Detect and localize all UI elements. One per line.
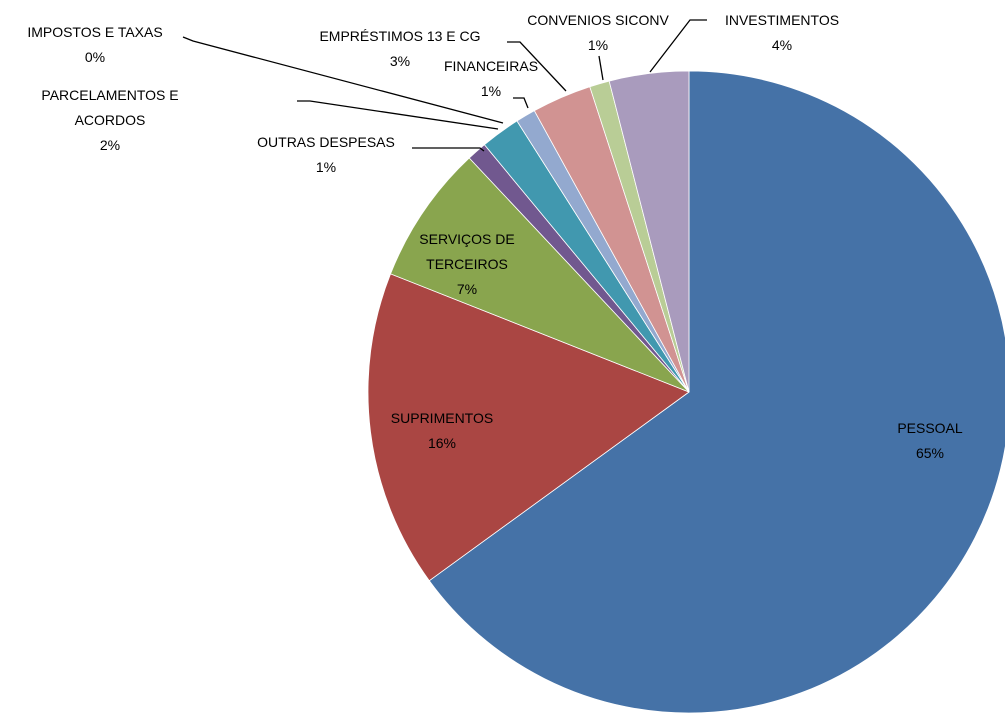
percent-label: 7% bbox=[456, 281, 478, 297]
category-label: PESSOAL bbox=[897, 420, 963, 436]
percent-label: 4% bbox=[771, 37, 793, 53]
data-label: PESSOAL 65% bbox=[850, 416, 1005, 466]
data-label: SUPRIMENTOS 16% bbox=[362, 406, 522, 456]
leader-line bbox=[598, 55, 604, 81]
data-label: PARCELAMENTOS E ACORDOS 2% bbox=[20, 83, 200, 158]
data-label: INVESTIMENTOS 4% bbox=[692, 8, 872, 58]
data-label: FINANCEIRAS 1% bbox=[426, 54, 556, 104]
category-label: SUPRIMENTOS bbox=[390, 410, 494, 426]
category-label: IMPOSTOS E TAXAS bbox=[27, 24, 163, 40]
leader-line bbox=[507, 41, 567, 92]
percent-label: 1% bbox=[587, 37, 609, 53]
category-label: INVESTIMENTOS bbox=[724, 12, 840, 28]
category-label: FINANCEIRAS bbox=[443, 58, 539, 74]
data-label: OUTRAS DESPESAS 1% bbox=[236, 130, 416, 180]
pie-slice bbox=[390, 157, 690, 393]
category-label: PARCELAMENTOS E ACORDOS bbox=[41, 87, 179, 128]
slices bbox=[367, 70, 1005, 714]
percent-label: 0% bbox=[84, 49, 106, 65]
category-label: OUTRAS DESPESAS bbox=[257, 134, 395, 150]
pie-slice bbox=[428, 70, 1005, 714]
percent-label: 16% bbox=[427, 435, 457, 451]
category-label: EMPRÉSTIMOS 13 E CG bbox=[319, 28, 481, 44]
leader-line bbox=[297, 100, 499, 130]
data-label: SERVIÇOS DE TERCEIROS 7% bbox=[412, 227, 522, 302]
percent-label: 1% bbox=[315, 159, 337, 175]
pie-slice bbox=[608, 70, 690, 393]
category-label: SERVIÇOS DE TERCEIROS bbox=[419, 231, 515, 272]
percent-label: 2% bbox=[99, 137, 121, 153]
pie-slice bbox=[367, 273, 690, 582]
percent-label: 65% bbox=[915, 445, 945, 461]
percent-label: 3% bbox=[389, 53, 411, 69]
leader-line bbox=[513, 97, 529, 109]
data-label: CONVENIOS SICONV 1% bbox=[508, 8, 688, 58]
leader-line bbox=[649, 19, 707, 73]
data-label: IMPOSTOS E TAXAS 0% bbox=[0, 20, 195, 70]
category-label: CONVENIOS SICONV bbox=[527, 12, 669, 28]
leader-line bbox=[182, 36, 504, 124]
leader-lines bbox=[182, 19, 707, 152]
leader-line bbox=[412, 147, 485, 152]
percent-label: 1% bbox=[480, 83, 502, 99]
data-label: EMPRÉSTIMOS 13 E CG 3% bbox=[300, 24, 500, 74]
